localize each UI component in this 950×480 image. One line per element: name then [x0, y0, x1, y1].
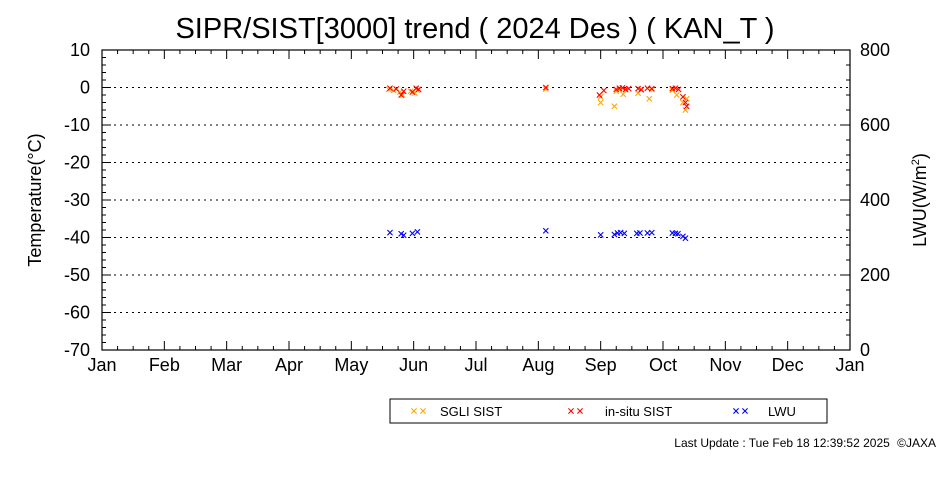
in-situ-sist-point	[625, 85, 632, 92]
y2-tick-label: 0	[860, 340, 870, 360]
y2-tick-label: 800	[860, 40, 890, 60]
sgli-sist-point	[399, 92, 406, 98]
y2-tick-label: 400	[860, 190, 890, 210]
in-situ-sist-point	[648, 85, 655, 92]
lwu-point	[386, 229, 393, 236]
in-situ-sist-point	[679, 93, 686, 100]
y-tick-label: -70	[64, 340, 90, 360]
in-situ-sist-point	[596, 92, 603, 98]
lwu-point	[648, 229, 655, 236]
grid-lines	[102, 87, 850, 313]
lwu-point	[674, 230, 681, 237]
y-axis-label: Temperature(°C)	[25, 133, 45, 266]
in-situ-sist-point	[600, 87, 607, 94]
in-situ-sist-point	[682, 99, 689, 106]
y-tick-label: 0	[80, 78, 90, 98]
sgli-sist-point	[673, 92, 680, 98]
legend-marker-sgli-sist	[411, 408, 417, 414]
lwu-point	[611, 231, 618, 238]
x-tick-label: Feb	[149, 355, 180, 375]
lwu-point	[636, 230, 643, 236]
legend-marker-lwu	[742, 408, 748, 414]
legend: SGLI SIST in-situ SIST LWU	[389, 398, 828, 424]
axis-ticks	[101, 49, 851, 351]
y-tick-label: 10	[70, 40, 90, 60]
y-tick-label: -40	[64, 228, 90, 248]
legend-box	[389, 398, 828, 424]
legend-marker-sgli-sist	[420, 408, 426, 414]
legend-label-lwu: LWU	[768, 404, 796, 419]
y-tick-label: -50	[64, 265, 90, 285]
sgli-sist-point	[542, 86, 549, 92]
sgli-sist-point	[646, 95, 653, 102]
sgli-sist-point	[597, 99, 604, 106]
lwu-point	[400, 232, 407, 239]
sgli-sist-point	[620, 91, 627, 98]
lwu-point	[542, 227, 549, 234]
in-situ-sist-point	[638, 86, 645, 93]
legend-marker-lwu	[733, 408, 739, 414]
legend-marker-in-situ-sist	[568, 408, 574, 414]
sgli-sist-point	[669, 87, 676, 94]
y-tick-label: -20	[64, 153, 90, 173]
y2-axis-label-main: LWU(W/m	[910, 165, 930, 247]
footer-update-line: Last Update : Tue Feb 18 12:39:52 2025 ©…	[670, 436, 936, 450]
tick-labels: 100-10-20-30-40-50-60-708006004002000Jan…	[64, 40, 890, 375]
y2-axis-label-end: )	[910, 153, 930, 159]
in-situ-sist-point	[386, 85, 393, 92]
in-situ-sist-point	[675, 86, 682, 93]
x-tick-label: Sep	[585, 355, 617, 375]
y2-tick-label: 600	[860, 115, 890, 135]
x-tick-label: Jul	[464, 355, 487, 375]
in-situ-sist-point	[683, 103, 690, 110]
in-situ-sist-point	[542, 84, 549, 91]
last-update-text: Last Update : Tue Feb 18 12:39:52 2025	[674, 436, 890, 450]
y2-axis-label-superscript: 2	[910, 159, 922, 165]
chart-title: SIPR/SIST[3000] trend ( 2024 Des ) ( KAN…	[175, 13, 774, 45]
in-situ-sist-point	[393, 86, 400, 92]
x-tick-label: Jan	[835, 355, 864, 375]
y2-axis-label: LWU(W/m2)	[910, 153, 930, 247]
x-tick-label: Aug	[522, 355, 554, 375]
in-situ-sist-point	[398, 92, 405, 98]
y-tick-label: -30	[64, 190, 90, 210]
data-marks	[385, 84, 690, 242]
lwu-point	[597, 231, 604, 238]
sgli-sist-point	[407, 88, 414, 95]
y2-tick-label: 200	[860, 265, 890, 285]
legend-marker-in-situ-sist	[577, 408, 583, 414]
y-tick-label: -60	[64, 303, 90, 323]
in-situ-sist-point	[415, 86, 422, 93]
in-situ-sist-point	[619, 84, 626, 91]
legend-label-sgli-sist: SGLI SIST	[440, 404, 502, 419]
legend-label-in-situ-sist: in-situ SIST	[605, 404, 672, 419]
sgli-sist-point	[611, 103, 618, 110]
copyright-text: ©JAXA	[897, 436, 936, 450]
x-tick-label: Mar	[211, 355, 242, 375]
y-tick-label: -10	[64, 115, 90, 135]
x-tick-label: Apr	[275, 355, 303, 375]
x-tick-label: Oct	[649, 355, 677, 375]
x-tick-label: Dec	[772, 355, 804, 375]
x-tick-label: May	[334, 355, 368, 375]
lwu-point	[414, 228, 421, 235]
x-tick-label: Jun	[399, 355, 428, 375]
sgli-sist-point	[683, 95, 690, 102]
lwu-point	[682, 235, 689, 242]
lwu-point	[409, 230, 416, 237]
sgli-sist-point	[682, 107, 689, 113]
in-situ-sist-point	[400, 88, 407, 95]
lwu-point	[621, 230, 628, 237]
x-tick-label: Nov	[709, 355, 741, 375]
x-tick-label: Jan	[87, 355, 116, 375]
